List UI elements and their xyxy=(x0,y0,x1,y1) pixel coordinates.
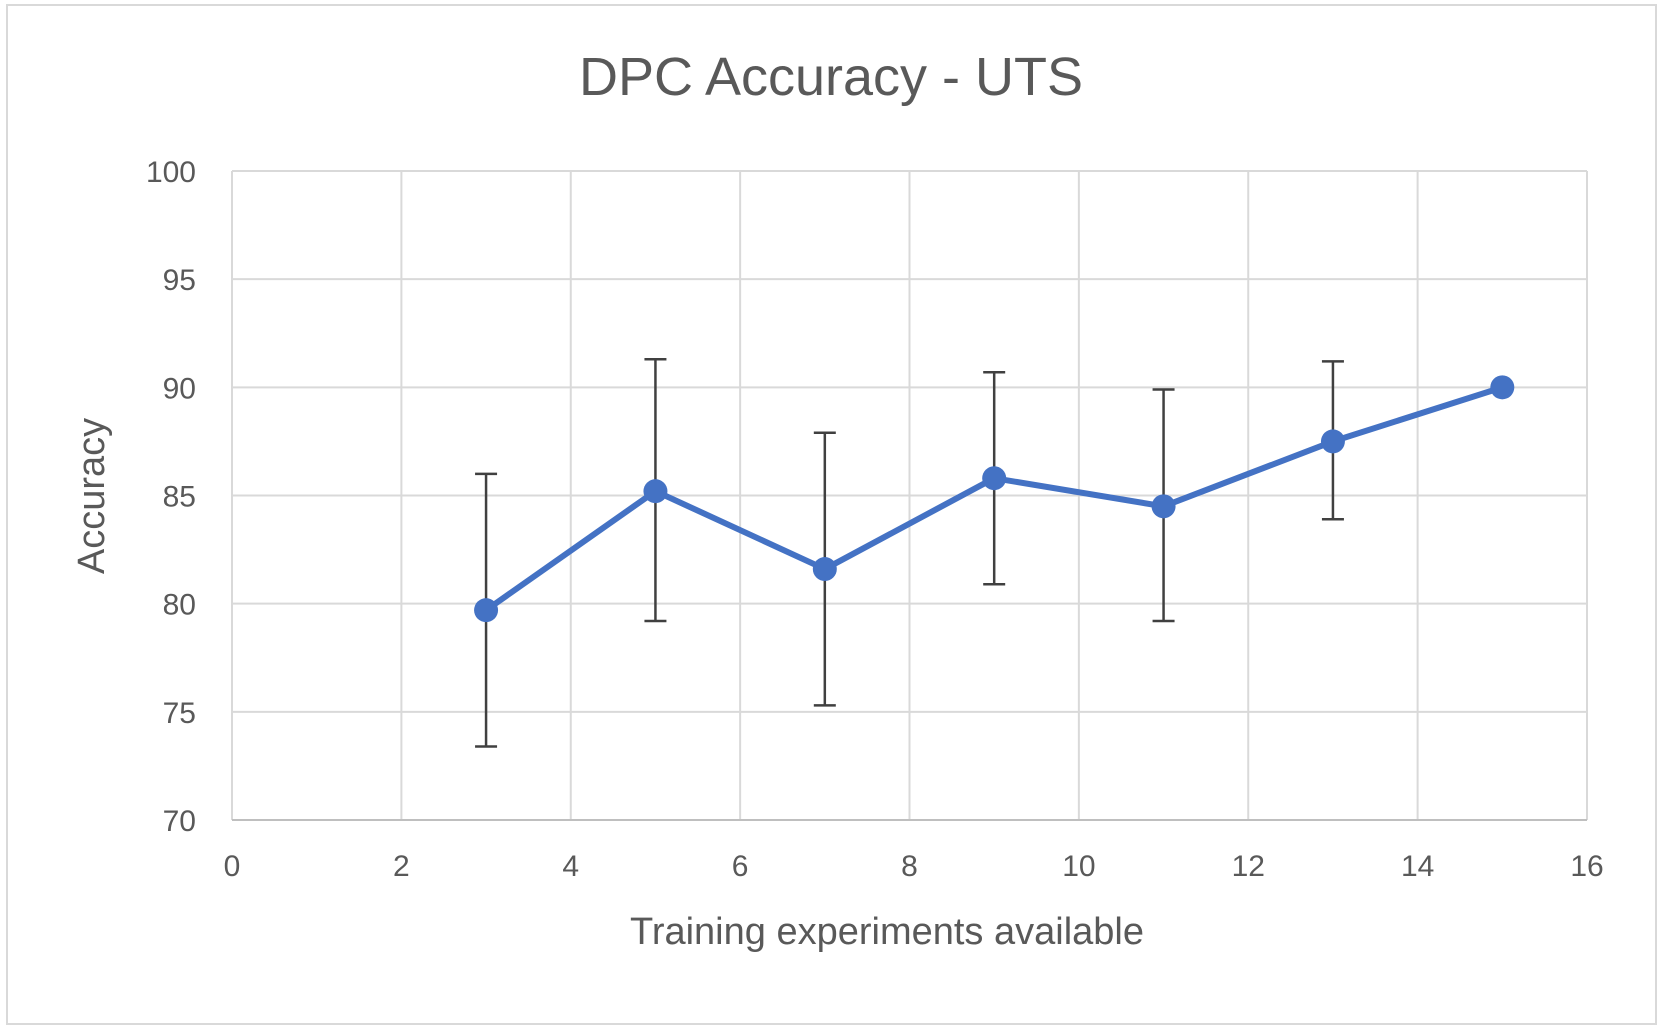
y-tick-100: 100 xyxy=(146,156,196,189)
y-tick-90: 90 xyxy=(163,372,196,405)
y-tick-labels: 70 75 80 85 90 95 100 xyxy=(146,156,196,838)
x-tick-6: 6 xyxy=(732,850,749,883)
x-tick-4: 4 xyxy=(562,850,579,883)
gridlines xyxy=(231,170,1588,820)
y-tick-95: 95 xyxy=(163,264,196,297)
x-tick-0: 0 xyxy=(224,850,241,883)
x-tick-8: 8 xyxy=(901,850,918,883)
data-point-9 xyxy=(982,466,1007,491)
data-point-7 xyxy=(812,557,837,582)
data-point-15 xyxy=(1490,375,1515,400)
data-point-5 xyxy=(643,479,668,504)
y-tick-70: 70 xyxy=(163,805,196,838)
series-accuracy xyxy=(474,375,1515,623)
y-axis-title: Accuracy xyxy=(71,418,113,574)
chart-title: DPC Accuracy - UTS xyxy=(579,47,1083,107)
x-tick-10: 10 xyxy=(1062,850,1095,883)
y-tick-80: 80 xyxy=(163,589,196,622)
x-tick-labels: 0 2 4 6 8 10 12 14 16 xyxy=(224,850,1604,883)
data-point-11 xyxy=(1151,494,1176,519)
x-tick-16: 16 xyxy=(1570,850,1603,883)
x-tick-2: 2 xyxy=(393,850,410,883)
chart-frame xyxy=(6,4,1657,1025)
data-point-13 xyxy=(1320,429,1345,454)
y-tick-85: 85 xyxy=(163,481,196,514)
x-axis-title: Training experiments available xyxy=(630,911,1144,953)
y-tick-75: 75 xyxy=(163,697,196,730)
data-point-3 xyxy=(474,598,499,623)
x-tick-12: 12 xyxy=(1232,850,1265,883)
x-tick-14: 14 xyxy=(1401,850,1434,883)
